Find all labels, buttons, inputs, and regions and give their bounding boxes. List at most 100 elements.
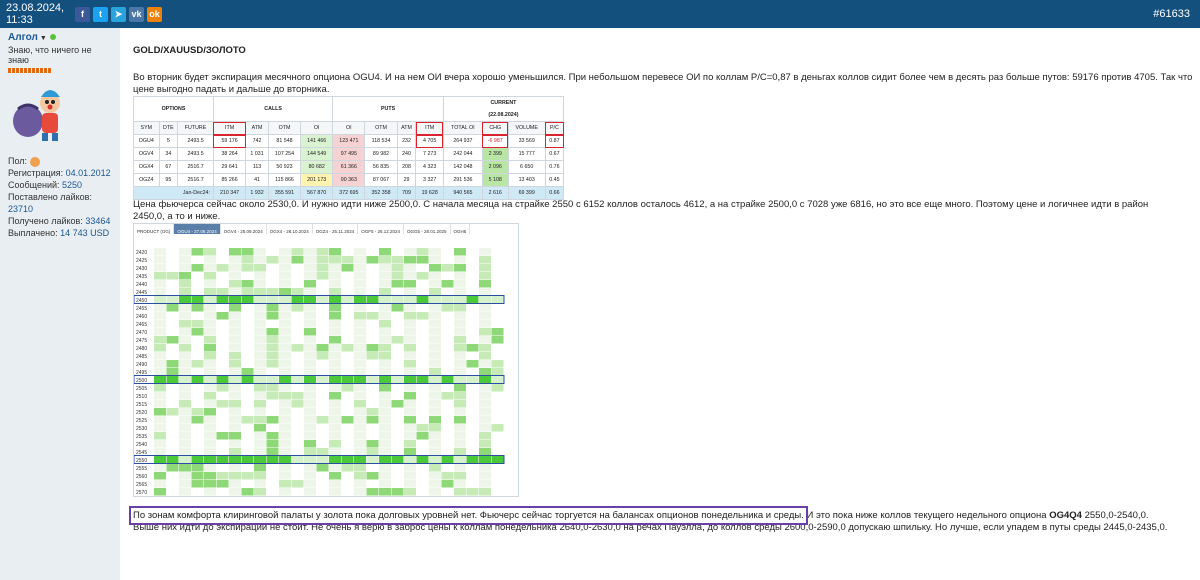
grid-cell — [191, 248, 204, 256]
table-cell: 107 254 — [267, 147, 302, 161]
grid-cell — [254, 264, 266, 272]
grid-cell — [454, 360, 466, 368]
post-content: GOLD/XAUUSD/ЗОЛОТО Во вторник будет эксп… — [129, 28, 1193, 533]
expiry-tab[interactable]: PRODUCT (OG) — [134, 224, 175, 234]
table-cell: 118 534 — [364, 134, 398, 148]
strike-label: 2495 — [136, 370, 147, 376]
post-number-link[interactable]: #61633 — [1153, 8, 1190, 20]
user-title: Знаю, что ничего не знаю — [8, 45, 92, 65]
user-menu-caret-icon[interactable]: ▼ — [39, 35, 47, 42]
messages-count-link[interactable]: 5250 — [62, 180, 83, 190]
strike-label: 2430 — [136, 266, 147, 272]
grid-cell — [441, 296, 454, 304]
grid-cell — [404, 440, 416, 448]
registration-date[interactable]: 04.01.2012 — [65, 168, 111, 178]
expiry-tab[interactable]: OGH5 — [451, 224, 471, 234]
table-cell: 7 273 — [415, 147, 444, 161]
grid-cell — [266, 328, 279, 336]
grid-cell — [454, 376, 466, 384]
grid-cell — [179, 256, 191, 264]
grid-cell — [454, 480, 466, 488]
grid-cell — [404, 264, 416, 272]
grid-cell — [304, 256, 316, 264]
grid-cell — [391, 288, 404, 296]
grid-cell — [416, 456, 429, 464]
facebook-icon[interactable]: f — [75, 6, 90, 22]
grid-cell — [216, 464, 229, 472]
grid-cell — [454, 352, 466, 360]
grid-cell — [479, 424, 491, 432]
grid-cell — [429, 368, 441, 376]
table-cell: 0.45 — [544, 173, 565, 187]
grid-cell — [291, 456, 304, 464]
grid-cell — [329, 496, 341, 497]
paid-amount-link[interactable]: 14 743 USD — [60, 228, 110, 238]
grid-cell — [279, 304, 291, 312]
grid-cell — [354, 488, 366, 496]
grid-cell — [341, 328, 354, 336]
table-cell: 123 471 — [332, 134, 366, 148]
likes-given-link[interactable]: 23710 — [8, 204, 34, 214]
user-sidebar: Алгол ▼ Знаю, что ничего не знаю Пол: Рег… — [0, 28, 120, 580]
twitter-icon[interactable]: t — [93, 6, 108, 22]
grid-cell — [491, 256, 504, 264]
grid-cell — [204, 368, 216, 376]
grid-cell — [229, 256, 241, 264]
grid-cell — [429, 464, 441, 472]
grid-cell — [216, 360, 229, 368]
grid-cell — [266, 336, 279, 344]
grid-cell — [166, 336, 179, 344]
odnoklassniki-icon[interactable]: ok — [147, 6, 162, 22]
table-cell: 13 403 — [507, 173, 546, 187]
grid-cell — [429, 496, 441, 497]
highlighted-strike-row — [134, 375, 505, 384]
telegram-icon[interactable]: ➤ — [111, 6, 126, 22]
expiry-tab[interactable]: OGG5 - 28.01.2025 — [404, 224, 451, 234]
grid-cell — [416, 288, 429, 296]
expiry-tab[interactable]: OGV4 - 25.09.2024 — [221, 224, 267, 234]
grid-cell — [154, 496, 166, 497]
strike-label: 2440 — [136, 282, 147, 288]
grid-cell — [166, 472, 179, 480]
grid-cell — [479, 328, 491, 336]
table-cell: OGU4 — [133, 134, 160, 148]
table-cell: 201 173 — [300, 173, 334, 187]
grid-cell — [154, 264, 166, 272]
grid-cell — [179, 296, 191, 304]
grid-cell — [379, 480, 391, 488]
grid-cell — [454, 416, 466, 424]
expiry-tab[interactable]: OGF5 - 26.12.2024 — [358, 224, 404, 234]
grid-cell — [179, 264, 191, 272]
grid-cell — [404, 288, 416, 296]
grid-cell — [416, 432, 429, 440]
grid-cell — [341, 352, 354, 360]
vk-icon[interactable]: vk — [129, 6, 144, 22]
post-title: GOLD/XAUUSD/ЗОЛОТО — [133, 45, 246, 56]
grid-cell — [266, 352, 279, 360]
grid-cell — [241, 344, 254, 352]
grid-cell — [416, 440, 429, 448]
grid-cell — [229, 368, 241, 376]
expiry-tab[interactable]: OGZ4 - 25.11.2024 — [313, 224, 359, 234]
username-link[interactable]: Алгол — [8, 32, 38, 43]
grid-cell — [491, 304, 504, 312]
expiry-tab[interactable]: OGX4 - 28.10.2024 — [267, 224, 313, 234]
grid-cell — [404, 280, 416, 288]
grid-cell — [354, 496, 366, 497]
grid-cell — [354, 472, 366, 480]
grid-cell — [354, 408, 366, 416]
grid-cell — [341, 456, 354, 464]
grid-cell — [166, 288, 179, 296]
grid-cell — [291, 440, 304, 448]
grid-cell — [441, 456, 454, 464]
expiry-tab[interactable]: OGU4 - 27.08.2024 — [174, 224, 221, 234]
grid-cell — [304, 392, 316, 400]
grid-cell — [441, 464, 454, 472]
grid-cell — [316, 368, 329, 376]
strike-label: 2525 — [136, 418, 147, 424]
grid-cell — [179, 272, 191, 280]
avatar[interactable] — [8, 81, 72, 145]
likes-received-link[interactable]: 33464 — [85, 216, 111, 226]
grid-cell — [379, 280, 391, 288]
strike-label: 2555 — [136, 466, 147, 472]
